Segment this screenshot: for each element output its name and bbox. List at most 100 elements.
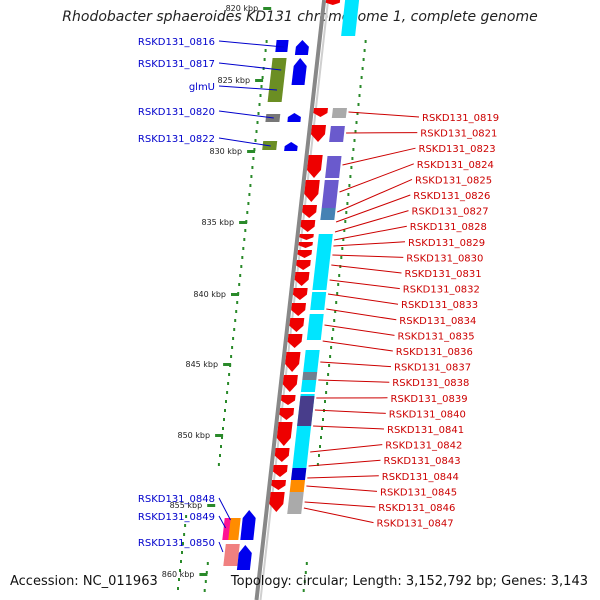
track-dot <box>358 94 361 97</box>
leader-line <box>335 194 411 223</box>
cog-block <box>222 518 231 540</box>
leader-line <box>332 254 404 258</box>
track-dot <box>203 589 206 592</box>
reverse-gene-arrow <box>313 108 328 117</box>
leader-line <box>320 361 392 368</box>
track-dot <box>217 463 220 466</box>
track-dot <box>344 220 347 223</box>
cog-block <box>223 544 240 566</box>
leader-line <box>314 409 386 414</box>
track-dot <box>325 391 328 394</box>
reverse-gene-label: RSKD131_0845 <box>380 487 457 498</box>
track-dot <box>334 310 337 313</box>
cog-block <box>300 380 317 392</box>
track-dot <box>341 247 344 250</box>
tick-mark <box>263 7 272 10</box>
track-dot <box>238 283 241 286</box>
track-dot <box>241 256 244 259</box>
forward-gene-labels: RSKD131_0816 RSKD131_0817 glmU RSKD131_0820… <box>138 37 284 553</box>
leader-line <box>333 241 406 247</box>
track-dot <box>254 139 257 142</box>
track-dot <box>225 400 227 403</box>
reverse-gene-arrow <box>271 480 286 490</box>
reverse-gene-label: RSKD131_0825 <box>415 175 492 186</box>
track-dot <box>345 211 348 214</box>
leader-line <box>339 163 414 193</box>
forward-gene-arrow <box>240 510 256 540</box>
leader-line <box>331 264 402 274</box>
leader-line <box>348 111 420 118</box>
leader-line <box>218 110 274 119</box>
track-dot <box>357 103 360 106</box>
reverse-gene-label: RSKD131_0821 <box>420 129 497 140</box>
reverse-gene-label: RSKD131_0824 <box>417 160 494 171</box>
reverse-gene-arrow <box>287 334 303 348</box>
forward-gene-label: glmU <box>189 82 215 93</box>
cog-block <box>321 180 339 208</box>
track-dot <box>220 445 222 448</box>
track-dot <box>302 589 305 592</box>
track-dot <box>258 103 261 106</box>
leader-line <box>218 62 282 71</box>
reverse-genes <box>269 0 341 512</box>
cog-block <box>275 40 289 52</box>
track-dot <box>223 418 225 421</box>
reverse-gene-arrow <box>300 220 316 232</box>
leader-line <box>306 485 378 492</box>
track-dot <box>240 265 243 268</box>
track-dot <box>351 157 354 160</box>
cog-block <box>341 0 360 36</box>
reverse-gene-arrow <box>289 318 305 332</box>
track-dot <box>243 238 246 241</box>
reverse-gene-arrow <box>304 180 320 202</box>
tick-mark <box>223 363 232 366</box>
track-dot <box>335 301 338 304</box>
reverse-gene-labels: RSKD131_0819 RSKD131_0821 RSKD131_0823 RSKD… <box>303 111 499 530</box>
track-dot <box>328 364 331 367</box>
cog-block <box>303 350 320 372</box>
reverse-gene-arrow <box>325 0 341 5</box>
reverse-gene-label: RSKD131_0819 <box>422 113 499 124</box>
tick-mark <box>231 293 239 296</box>
reverse-gene-arrow <box>281 395 296 405</box>
cog-block <box>312 234 333 290</box>
reverse-gene-label: RSKD131_0834 <box>399 316 476 327</box>
track-dot <box>349 175 352 178</box>
track-dot <box>183 533 186 536</box>
track-dot <box>250 175 253 178</box>
track-dot <box>320 436 322 439</box>
track-dot <box>180 560 182 563</box>
track-dot <box>230 355 233 358</box>
reverse-gene-arrow <box>279 408 295 420</box>
track-dot <box>236 301 239 304</box>
track-dot <box>340 256 343 259</box>
tick-label: 830 kbp <box>209 147 242 156</box>
cog-block <box>331 108 347 118</box>
reverse-gene-label: RSKD131_0830 <box>406 253 483 264</box>
track-dot <box>264 49 267 52</box>
track-dot <box>219 454 221 457</box>
track-dot <box>356 112 359 115</box>
track-dot <box>259 94 262 97</box>
track-dot <box>205 571 208 574</box>
track-dot <box>248 193 251 196</box>
track-dot <box>232 337 235 340</box>
leader-line <box>329 279 400 290</box>
cog-block <box>287 492 304 514</box>
track-dot <box>331 337 334 340</box>
reverse-gene-arrow <box>276 422 293 446</box>
tick-mark <box>215 434 224 437</box>
track-dot <box>304 571 307 574</box>
cog-block <box>267 58 287 102</box>
leader-line <box>342 147 416 166</box>
reverse-gene-label: RSKD131_0829 <box>408 238 485 249</box>
reverse-gene-arrow <box>307 155 323 178</box>
leader-line <box>218 515 227 529</box>
track-dot <box>321 427 323 430</box>
track-dot <box>261 76 264 79</box>
track-dot <box>177 587 179 590</box>
tick-mark <box>207 504 216 507</box>
track-dot <box>355 121 358 124</box>
forward-gene-arrow <box>236 545 252 570</box>
